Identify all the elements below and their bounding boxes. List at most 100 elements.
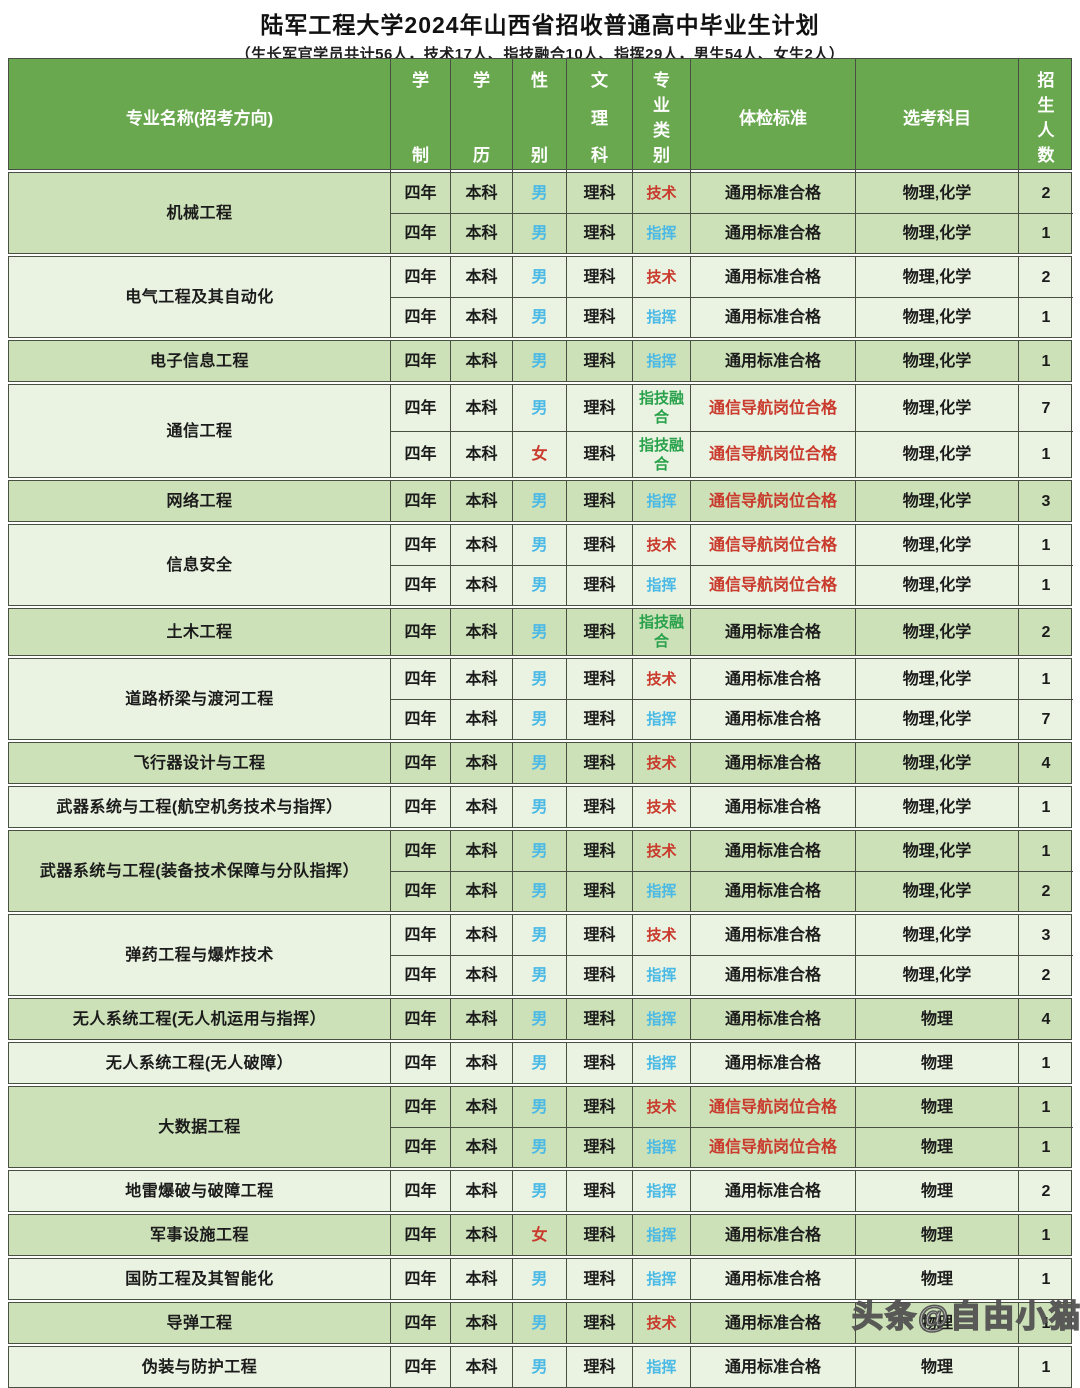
- cell-medical: 通用标准合格: [691, 915, 856, 955]
- cell-subjects: 物理: [856, 1087, 1019, 1127]
- cell-gender: 男: [513, 1259, 567, 1299]
- cell-medical: 通用标准合格: [691, 213, 856, 253]
- cell-track: 理科: [567, 1259, 633, 1299]
- cell-count: 2: [1019, 871, 1073, 911]
- cell-track: 理科: [567, 1127, 633, 1167]
- cell-major-name: 电子信息工程: [9, 341, 391, 381]
- cell-category: 指挥: [633, 1215, 691, 1255]
- cell-degree: 本科: [451, 1171, 513, 1211]
- cell-degree: 本科: [451, 257, 513, 297]
- cell-subjects: 物理,化学: [856, 213, 1019, 253]
- title-area: 陆军工程大学2024年山西省招收普通高中毕业生计划 （生长军官学员共计56人，技…: [0, 0, 1080, 63]
- cell-medical: 通用标准合格: [691, 1043, 856, 1083]
- cell-medical: 通信导航岗位合格: [691, 565, 856, 605]
- cell-major-name: 地雷爆破与破障工程: [9, 1171, 391, 1211]
- cell-category: 技术: [633, 173, 691, 213]
- cell-track: 理科: [567, 659, 633, 699]
- page-title: 陆军工程大学2024年山西省招收普通高中毕业生计划: [260, 12, 820, 38]
- cell-duration: 四年: [391, 1215, 451, 1255]
- cell-major-name: 国防工程及其智能化: [9, 1259, 391, 1299]
- cell-subjects: 物理,化学: [856, 871, 1019, 911]
- cell-duration: 四年: [391, 1087, 451, 1127]
- cell-subjects: 物理: [856, 1171, 1019, 1211]
- cell-gender: 男: [513, 1347, 567, 1387]
- cell-subjects: 物理: [856, 1347, 1019, 1387]
- cell-subjects: 物理,化学: [856, 743, 1019, 783]
- cell-duration: 四年: [391, 1303, 451, 1343]
- cell-duration: 四年: [391, 659, 451, 699]
- cell-major-name: 信息安全: [9, 525, 391, 605]
- cell-degree: 本科: [451, 699, 513, 739]
- cell-major-name: 飞行器设计与工程: [9, 743, 391, 783]
- cell-major-name: 机械工程: [9, 173, 391, 253]
- cell-count: 1: [1019, 297, 1073, 337]
- cell-degree: 本科: [451, 1347, 513, 1387]
- cell-medical: 通用标准合格: [691, 1171, 856, 1211]
- cell-track: 理科: [567, 525, 633, 565]
- cell-subjects: 物理: [856, 1259, 1019, 1299]
- cell-gender: 女: [513, 1215, 567, 1255]
- cell-gender: 男: [513, 955, 567, 995]
- cell-duration: 四年: [391, 1347, 451, 1387]
- cell-degree: 本科: [451, 341, 513, 381]
- cell-medical: 通用标准合格: [691, 1215, 856, 1255]
- cell-degree: 本科: [451, 173, 513, 213]
- cell-count: 4: [1041, 754, 1051, 772]
- cell-track: 理科: [567, 1347, 633, 1387]
- header-duration: 学制: [391, 59, 451, 173]
- cell-degree: 本科: [451, 565, 513, 605]
- cell-degree: 本科: [451, 525, 513, 565]
- cell-subjects: 物理: [856, 1303, 1019, 1343]
- cell-major-name: 无人系统工程(无人破障）: [9, 1043, 391, 1083]
- cell-subjects: 物理,化学: [856, 431, 1019, 477]
- cell-track: 理科: [567, 743, 633, 783]
- major-group: 信息安全 四年 本科男理科 技术 通信导航岗位合格 物理,化学 1 四年 本科男理科 指挥 通信导航…: [8, 524, 1073, 606]
- cell-medical: 通用标准合格: [691, 609, 856, 655]
- cell-gender: 男: [513, 609, 567, 655]
- cell-subjects: 物理,化学: [856, 257, 1019, 297]
- cell-medical: 通用标准合格: [691, 787, 856, 827]
- cell-count: 1: [1041, 1098, 1051, 1116]
- cell-track: 理科: [567, 999, 633, 1039]
- cell-track: 理科: [567, 955, 633, 995]
- major-group: 伪装与防护工程 四年 本科男理科 指挥 通用标准合格 物理 1: [8, 1346, 1072, 1388]
- cell-count: 1: [1041, 1358, 1051, 1376]
- cell-duration: 四年: [391, 999, 451, 1039]
- cell-track: 理科: [567, 699, 633, 739]
- cell-duration: 四年: [391, 1171, 451, 1211]
- cell-medical: 通用标准合格: [691, 955, 856, 995]
- cell-track: 理科: [567, 871, 633, 911]
- cell-degree: 本科: [451, 1043, 513, 1083]
- cell-track: 理科: [567, 787, 633, 827]
- cell-category: 指技融合: [633, 431, 691, 477]
- cell-track: 理科: [567, 1215, 633, 1255]
- major-group: 武器系统与工程(航空机务技术与指挥） 四年 本科男理科 技术 通用标准合格 物理,化学 1: [8, 786, 1072, 828]
- major-group: 无人系统工程(无人破障） 四年 本科男理科 指挥 通用标准合格 物理 1: [8, 1042, 1072, 1084]
- cell-count: 2: [1041, 623, 1051, 641]
- cell-major-name: 武器系统与工程(装备技术保障与分队指挥）: [9, 831, 391, 911]
- major-group: 通信工程 四年 本科男理科 指技融合 通信导航岗位合格 物理,化学 7 四年 本科女理科 指技融合…: [8, 384, 1073, 478]
- cell-count: 3: [1041, 926, 1051, 944]
- cell-category: 技术: [633, 743, 691, 783]
- major-group: 地雷爆破与破障工程 四年 本科男理科 指挥 通用标准合格 物理 2: [8, 1170, 1072, 1212]
- cell-duration: 四年: [391, 1127, 451, 1167]
- cell-medical: 通用标准合格: [691, 743, 856, 783]
- major-group: 国防工程及其智能化 四年 本科男理科 指挥 通用标准合格 物理 1: [8, 1258, 1072, 1300]
- cell-medical: 通信导航岗位合格: [691, 385, 856, 431]
- cell-major-name: 电气工程及其自动化: [9, 257, 391, 337]
- cell-count: 1: [1041, 842, 1051, 860]
- major-group: 网络工程 四年 本科男理科 指挥 通信导航岗位合格 物理,化学 3: [8, 480, 1072, 522]
- cell-category: 技术: [633, 257, 691, 297]
- cell-category: 技术: [633, 1087, 691, 1127]
- cell-duration: 四年: [391, 481, 451, 521]
- cell-category: 技术: [633, 659, 691, 699]
- cell-degree: 本科: [451, 955, 513, 995]
- cell-degree: 本科: [451, 1087, 513, 1127]
- cell-subjects: 物理,化学: [856, 659, 1019, 699]
- cell-count: 2: [1019, 955, 1073, 995]
- cell-category: 指挥: [633, 1043, 691, 1083]
- cell-major-name: 军事设施工程: [9, 1215, 391, 1255]
- header-track: 文理科: [567, 59, 633, 173]
- cell-duration: 四年: [391, 257, 451, 297]
- cell-duration: 四年: [391, 831, 451, 871]
